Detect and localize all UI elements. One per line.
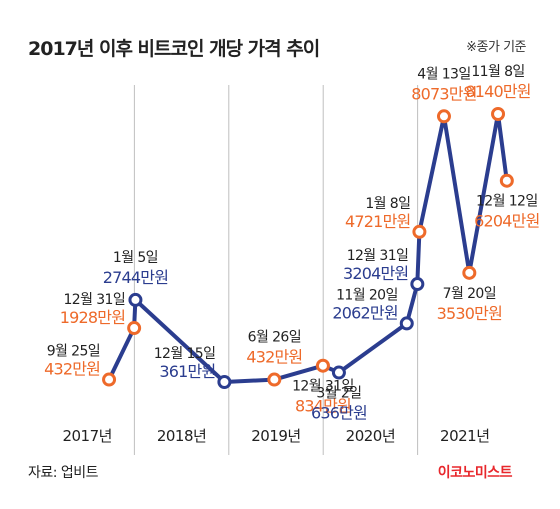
x-tick-label: 2020년 xyxy=(346,427,395,445)
x-tick-label: 2019년 xyxy=(251,427,300,445)
point-value-label: 4721만원 xyxy=(345,212,410,231)
basis-note: ※종가 기준 xyxy=(466,40,526,55)
point-value-label: 8140만원 xyxy=(465,82,530,101)
point-date-label: 4월 13일 xyxy=(417,66,470,82)
data-point xyxy=(217,375,232,389)
point-value-label: 432만원 xyxy=(44,360,100,379)
data-source: 자료: 업비트 xyxy=(28,465,99,481)
publisher-logo: 이코노미스트 xyxy=(437,465,513,481)
point-date-label: 12월 31일 xyxy=(347,248,409,264)
price-line-layer xyxy=(107,112,509,384)
point-date-label: 12월 15일 xyxy=(154,346,216,362)
point-value-label: 636만원 xyxy=(311,404,367,423)
point-value-label: 1928만원 xyxy=(60,308,125,327)
point-date-label: 12월 31일 xyxy=(292,379,354,395)
point-date-label: 3월 2일 xyxy=(316,386,361,402)
x-tick-label: 2018년 xyxy=(157,427,206,445)
data-point xyxy=(491,107,506,121)
point-date-label: 12월 31일 xyxy=(64,292,126,308)
x-tick-label: 2017년 xyxy=(62,427,111,445)
price-line xyxy=(107,112,509,384)
point-date-label: 12월 12일 xyxy=(476,194,538,210)
point-date-label: 1월 8일 xyxy=(365,196,410,212)
data-point xyxy=(410,277,425,292)
data-point xyxy=(499,173,514,188)
point-date-label: 6월 26일 xyxy=(248,330,301,346)
point-value-label: 834만원 xyxy=(295,397,351,416)
point-value-label: 2744만원 xyxy=(103,268,168,287)
point-value-label: 2062만원 xyxy=(332,303,397,322)
point-value-label: 8073만원 xyxy=(411,84,476,103)
data-points xyxy=(102,107,514,389)
point-value-label: 361만원 xyxy=(159,362,215,381)
data-point xyxy=(128,292,143,307)
point-date-label: 7월 20일 xyxy=(443,286,496,302)
chart-title: 2017년 이후 비트코인 개당 가격 추이 xyxy=(28,38,320,60)
point-date-label: 1월 5일 xyxy=(113,250,158,266)
data-point xyxy=(267,372,282,387)
point-value-label: 6204만원 xyxy=(474,212,539,231)
point-value-label: 3204만원 xyxy=(343,264,408,283)
data-point xyxy=(436,109,451,124)
data-point xyxy=(315,358,330,373)
data-point xyxy=(412,224,427,239)
year-separators xyxy=(133,85,419,455)
x-tick-label: 2021년 xyxy=(440,427,489,445)
point-date-label: 9월 25일 xyxy=(47,344,100,360)
data-point xyxy=(462,265,477,280)
data-point xyxy=(399,316,414,331)
data-point xyxy=(127,321,142,336)
data-point xyxy=(102,372,117,387)
point-value-label: 432만원 xyxy=(246,348,302,367)
point-value-label: 3530만원 xyxy=(437,304,502,323)
x-axis: 2017년 2018년 2019년 2020년 2021년 xyxy=(62,427,490,445)
data-point xyxy=(331,365,346,380)
point-date-label: 11월 8일 xyxy=(471,64,524,80)
point-date-label: 11월 20일 xyxy=(336,287,398,303)
